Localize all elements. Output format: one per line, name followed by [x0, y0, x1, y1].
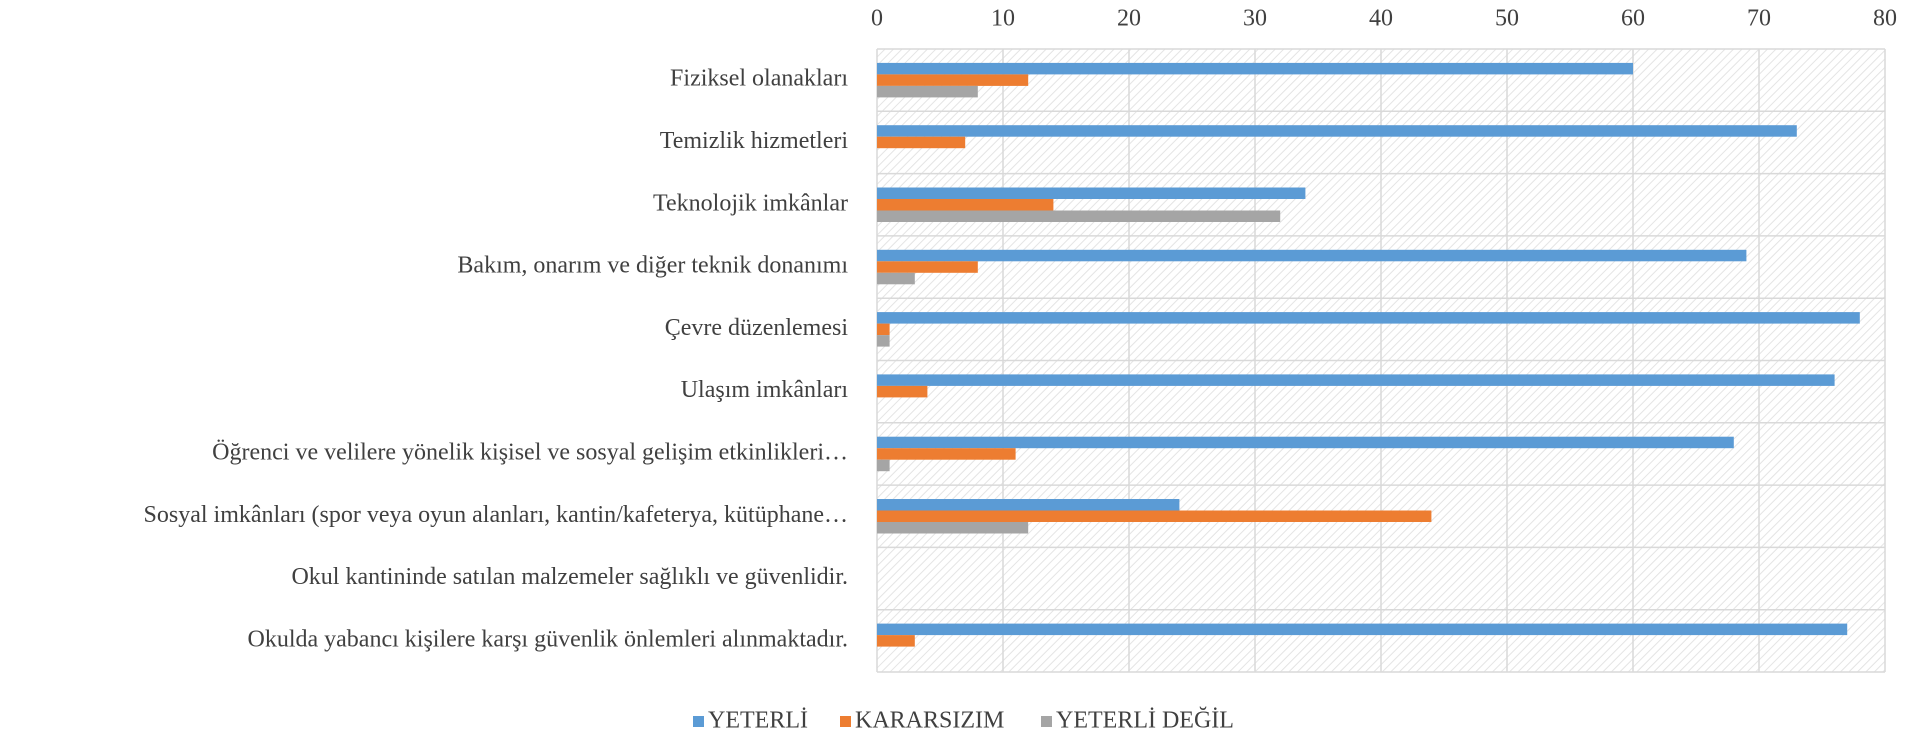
- bar: [877, 385, 928, 398]
- legend-label: YETERLİ DEĞİL: [1056, 708, 1234, 733]
- y-tick-label: Çevre düzenlemesi: [665, 315, 849, 341]
- bar: [877, 323, 890, 336]
- legend-label: YETERLİ: [708, 708, 808, 733]
- bar: [877, 272, 915, 285]
- x-tick-label: 60: [1621, 6, 1645, 32]
- bar: [877, 249, 1747, 262]
- bar: [877, 62, 1633, 75]
- x-tick-label: 50: [1495, 6, 1519, 32]
- x-tick-label: 80: [1873, 6, 1897, 32]
- x-tick-label: 40: [1369, 6, 1393, 32]
- y-tick-label: Bakım, onarım ve diğer teknik donanımı: [457, 253, 848, 279]
- legend-label: KARARSIZIM: [855, 708, 1004, 733]
- bar: [877, 74, 1029, 86]
- bar: [877, 522, 1029, 534]
- legend-swatch: [840, 716, 851, 727]
- y-tick-label: Öğrenci ve velilere yönelik kişisel ve s…: [212, 439, 848, 465]
- legend-swatch: [1041, 716, 1052, 727]
- y-tick-label: Sosyal imkânları (spor veya oyun alanlar…: [144, 502, 848, 528]
- y-tick-label: Okul kantininde satılan malzemeler sağlı…: [291, 564, 848, 590]
- bar: [877, 210, 1281, 222]
- x-tick-label: 10: [991, 6, 1015, 32]
- bar: [877, 374, 1835, 386]
- x-tick-label: 30: [1243, 6, 1267, 32]
- x-tick-label: 0: [871, 6, 883, 32]
- bar: [877, 499, 1180, 511]
- bar: [877, 335, 890, 347]
- y-tick-label: Ulaşım imkânları: [681, 377, 849, 403]
- x-tick-label: 70: [1747, 6, 1771, 32]
- bar: [877, 136, 966, 149]
- y-tick-label: Teknolojik imkânlar: [653, 190, 848, 216]
- bar: [877, 623, 1848, 636]
- bar: [877, 125, 1797, 137]
- bar: [877, 459, 890, 472]
- bar: [877, 85, 978, 98]
- y-tick-label: Okulda yabancı kişilere karşı güvenlik ö…: [248, 626, 849, 652]
- y-tick-label: Temizlik hizmetleri: [660, 128, 849, 154]
- bar: [877, 312, 1860, 324]
- bar: [877, 199, 1054, 211]
- x-tick-label: 20: [1117, 6, 1141, 32]
- bar: [877, 187, 1306, 199]
- legend-swatch: [693, 716, 704, 727]
- bar: [877, 635, 915, 647]
- bar: [877, 510, 1432, 522]
- y-tick-label: Fiziksel olanakları: [670, 66, 848, 92]
- bar: [877, 261, 978, 273]
- bar: [877, 436, 1734, 449]
- bar: [877, 448, 1016, 460]
